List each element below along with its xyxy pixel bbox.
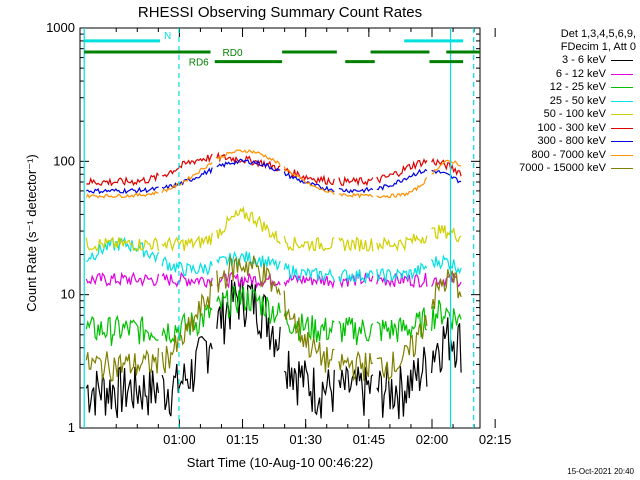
y-tick-label: 10 xyxy=(61,287,75,302)
x-tick-label: 01:15 xyxy=(226,432,259,447)
legend-label: 50 - 100 keV xyxy=(543,108,606,120)
series-group xyxy=(85,149,462,420)
chart-title: RHESSI Observing Summary Count Rates xyxy=(138,4,422,21)
legend-label: 25 - 50 keV xyxy=(549,94,606,107)
legend-header-detectors: Det 1,3,4,5,6,9, xyxy=(560,28,636,40)
flag-overlay: N RD0 RD6 xyxy=(83,28,480,428)
legend-entry: 300 - 800 keV xyxy=(482,135,636,149)
series-line xyxy=(85,149,462,199)
series-line xyxy=(85,285,462,346)
legend-swatch xyxy=(611,87,633,88)
legend-label: 100 - 300 keV xyxy=(537,121,607,134)
legend-entry: 100 - 300 keV xyxy=(482,122,636,136)
x-tick-label: 01:00 xyxy=(163,432,196,447)
legend-label: 12 - 25 keV xyxy=(549,81,606,93)
y-tick-label: 100 xyxy=(53,153,75,168)
legend-swatch xyxy=(611,168,633,169)
y-tick-label: 1000 xyxy=(46,20,75,35)
flag-label: RD6 xyxy=(189,58,209,69)
legend-entry: 25 - 50 keV xyxy=(482,95,636,109)
legend: Det 1,3,4,5,6,9, FDecim 1, Att 0 3 - 6 k… xyxy=(482,28,636,176)
flag-label: RD0 xyxy=(223,48,243,59)
legend-swatch xyxy=(611,114,633,115)
y-tick-label: 1 xyxy=(68,420,75,435)
legend-swatch xyxy=(611,100,633,102)
legend-entry: 3 - 6 keV xyxy=(482,54,636,68)
series-line xyxy=(86,158,462,195)
series-line xyxy=(85,277,462,420)
series-line xyxy=(85,255,462,382)
legend-swatch xyxy=(611,127,633,129)
legend-entry: 800 - 7000 keV xyxy=(482,149,636,163)
x-tick-label: 02:00 xyxy=(416,432,449,447)
x-axis-label: Start Time (10-Aug-10 00:46:22) xyxy=(187,455,373,470)
x-tick-label: 01:45 xyxy=(353,432,386,447)
axes: 1 10 100 1000 01:00 01:15 01:30 01:45 02:00 02:15 xyxy=(46,20,511,447)
legend-label: 300 - 800 keV xyxy=(537,135,607,147)
legend-swatch xyxy=(611,141,633,142)
legend-swatch xyxy=(611,154,633,156)
legend-swatch xyxy=(611,73,633,75)
x-tick-label: 01:30 xyxy=(289,432,322,447)
series-line xyxy=(86,151,462,187)
footer-date: 15-Oct-2021 20:40 xyxy=(567,467,634,476)
legend-entry: 7000 - 15000 keV xyxy=(482,162,636,176)
legend-swatch xyxy=(611,60,633,61)
legend-label: 800 - 7000 keV xyxy=(531,148,606,161)
flag-label: N xyxy=(164,31,171,42)
legend-entry: 12 - 25 keV xyxy=(482,81,636,95)
legend-entry: 50 - 100 keV xyxy=(482,108,636,122)
x-tick-label: 02:15 xyxy=(479,432,512,447)
legend-label: 6 - 12 keV xyxy=(555,67,606,80)
legend-label: 7000 - 15000 keV xyxy=(519,162,606,174)
series-line xyxy=(85,271,462,290)
legend-header-decim: FDecim 1, Att 0 xyxy=(560,41,636,53)
plot-area xyxy=(79,27,481,429)
y-axis-label: Count Rate (s⁻¹ detector⁻¹) xyxy=(24,154,39,312)
series-line xyxy=(85,205,462,253)
legend-label: 3 - 6 keV xyxy=(561,54,606,66)
legend-entry: 6 - 12 keV xyxy=(482,68,636,82)
